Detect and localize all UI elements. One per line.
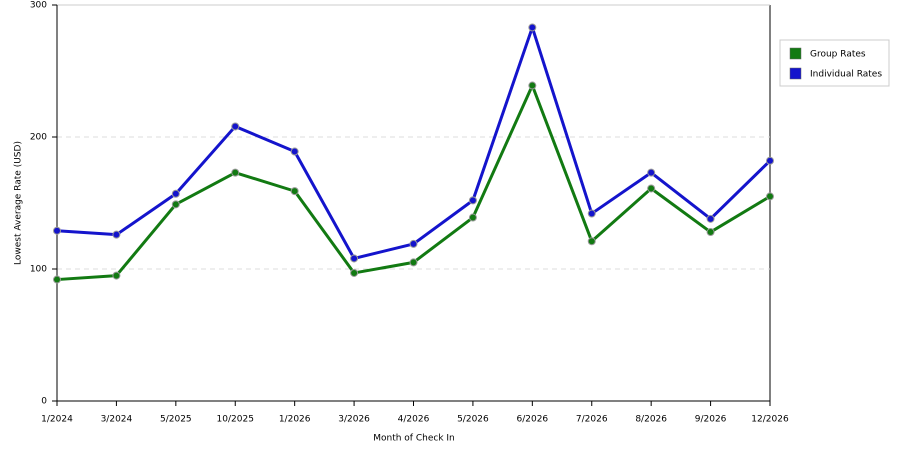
- data-point: [231, 122, 240, 131]
- y-axis-label: Lowest Average Rate (USD): [14, 141, 24, 265]
- data-point: [290, 147, 299, 156]
- data-point: [587, 237, 596, 246]
- x-tick-label: 3/2024: [101, 415, 133, 425]
- data-point: [171, 200, 180, 209]
- legend-swatch: [789, 67, 802, 80]
- x-tick-label: 3/2026: [338, 415, 370, 425]
- data-point: [528, 23, 537, 32]
- data-point: [647, 168, 656, 177]
- data-point: [290, 187, 299, 196]
- data-point: [112, 271, 121, 280]
- x-tick-label: 10/2025: [217, 415, 254, 425]
- data-point: [587, 209, 596, 218]
- legend-label: Group Rates: [810, 50, 866, 60]
- x-axis-label: Month of Check In: [373, 434, 455, 444]
- x-tick-label: 8/2026: [635, 415, 667, 425]
- data-point: [409, 258, 418, 267]
- y-tick-label: 100: [30, 265, 47, 275]
- x-tick-label: 1/2026: [279, 415, 311, 425]
- x-tick-label: 6/2026: [516, 415, 548, 425]
- x-tick-label: 5/2025: [160, 415, 192, 425]
- y-tick-label: 0: [41, 397, 47, 407]
- legend-swatch: [789, 47, 802, 60]
- data-point: [350, 268, 359, 277]
- data-point: [647, 184, 656, 193]
- legend-label: Individual Rates: [810, 70, 882, 80]
- x-tick-label: 12/2026: [751, 415, 789, 425]
- data-point: [706, 228, 715, 237]
- data-point: [231, 168, 240, 177]
- data-point: [468, 213, 477, 222]
- data-point: [766, 156, 774, 165]
- x-tick-label: 4/2026: [398, 415, 430, 425]
- x-tick-label: 1/2024: [41, 415, 73, 425]
- data-point: [706, 214, 715, 223]
- y-tick-label: 200: [30, 133, 47, 143]
- data-point: [766, 192, 774, 201]
- x-tick-label: 7/2026: [576, 415, 608, 425]
- data-point: [53, 226, 61, 235]
- data-point: [171, 189, 180, 198]
- data-point: [350, 254, 359, 263]
- data-point: [53, 275, 61, 284]
- data-point: [409, 239, 418, 248]
- x-tick-label: 9/2026: [695, 415, 727, 425]
- data-point: [112, 230, 121, 239]
- x-tick-label: 5/2026: [457, 415, 489, 425]
- y-tick-label: 300: [30, 1, 47, 11]
- data-point: [528, 81, 537, 90]
- data-point: [468, 196, 477, 205]
